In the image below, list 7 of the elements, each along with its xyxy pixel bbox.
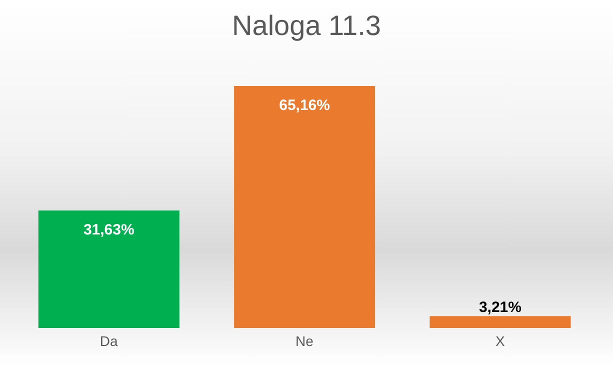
data-label: 31,63% [83,222,134,239]
x-tick-label: Ne [296,332,314,349]
x-tick-label: X [495,332,506,349]
chart-title: Naloga 11.3 [231,10,382,42]
x-tick-label: Da [100,332,118,349]
data-label: 3,21% [478,299,522,316]
data-label: 65,16% [279,97,330,114]
